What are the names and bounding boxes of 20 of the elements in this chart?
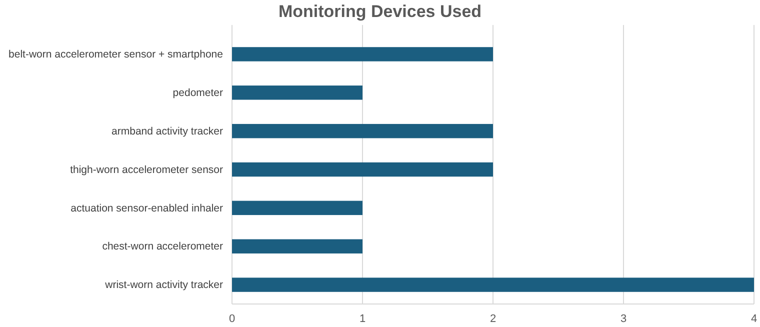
y-tick-label: thigh-worn accelerometer sensor <box>70 164 224 176</box>
x-tick-label: 1 <box>359 312 366 325</box>
bar <box>232 200 362 216</box>
bar <box>232 47 493 62</box>
bar <box>232 86 362 100</box>
y-tick-label: actuation sensor-enabled inhaler <box>70 202 224 214</box>
bar <box>232 278 754 292</box>
y-tick-label: belt-worn accelerometer sensor + smartphone <box>8 48 224 61</box>
x-tick-label: 4 <box>750 312 758 325</box>
y-tick-label: armband activity tracker <box>112 125 224 138</box>
bar <box>232 162 493 177</box>
x-tick-label: 2 <box>490 312 496 325</box>
x-tick-label: 0 <box>228 312 236 325</box>
chart-title: Monitoring Devices Used <box>278 2 482 21</box>
bar <box>232 239 362 254</box>
x-tick-label: 3 <box>620 312 627 325</box>
y-tick-label: pedometer <box>172 87 224 100</box>
y-tick-label: chest-worn accelerometer <box>102 240 224 253</box>
bar <box>232 124 493 138</box>
y-tick-label: wrist-worn activity tracker <box>104 279 224 292</box>
